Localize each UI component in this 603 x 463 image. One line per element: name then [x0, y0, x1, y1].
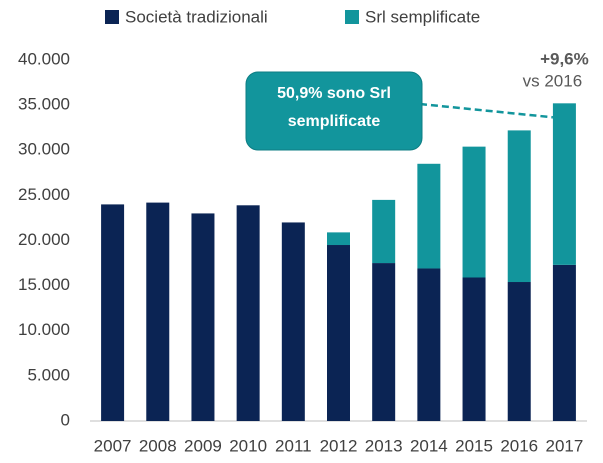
bar-segment	[281, 222, 305, 421]
callout-text: 50,9% sono Srl	[277, 85, 391, 102]
x-tick-label: 2007	[94, 436, 132, 455]
y-tick-label: 40.000	[18, 49, 70, 68]
bar-segment	[146, 202, 170, 421]
y-tick-label: 25.000	[18, 185, 70, 204]
y-tick-label: 5.000	[27, 365, 70, 384]
y-tick-label: 20.000	[18, 230, 70, 249]
x-tick-label: 2017	[545, 436, 583, 455]
bar-segment	[327, 245, 350, 421]
x-tick-label: 2010	[229, 436, 267, 455]
x-tick-label: 2016	[500, 436, 538, 455]
callout-box	[245, 71, 423, 151]
legend-label: Società tradizionali	[125, 7, 268, 26]
legend-label: Srl semplificate	[365, 7, 480, 26]
x-tick-label: 2013	[365, 436, 403, 455]
bar-segment	[552, 264, 576, 421]
bar-segment	[191, 213, 215, 421]
growth-note: vs 2016	[523, 71, 583, 90]
bar-segment	[552, 103, 576, 265]
y-tick-label: 15.000	[18, 275, 70, 294]
bar-segment	[462, 146, 486, 278]
y-tick-label: 30.000	[18, 140, 70, 159]
legend-swatch	[105, 10, 119, 24]
bar-segment	[236, 205, 260, 421]
x-tick-label: 2012	[320, 436, 358, 455]
bar-segment	[372, 199, 396, 264]
y-tick-label: 35.000	[18, 95, 70, 114]
callout-text: semplificate	[288, 113, 381, 130]
bar-segment	[417, 163, 441, 269]
callout-connector	[419, 102, 554, 119]
bar-segment	[417, 268, 441, 421]
bar-segment	[372, 263, 396, 421]
legend-swatch	[345, 10, 359, 24]
bar-segment	[462, 277, 486, 421]
x-tick-label: 2011	[275, 436, 312, 455]
x-tick-label: 2015	[455, 436, 493, 455]
bar-segment	[507, 130, 531, 283]
x-tick-label: 2008	[139, 436, 177, 455]
growth-label: +9,6%	[540, 49, 589, 68]
x-tick-label: 2009	[184, 436, 222, 455]
y-tick-label: 0	[61, 410, 70, 429]
y-tick-label: 10.000	[18, 320, 70, 339]
bar-segment	[507, 282, 531, 421]
x-tick-label: 2014	[410, 436, 448, 455]
bar-segment	[101, 204, 125, 421]
bar-segment	[327, 232, 350, 246]
